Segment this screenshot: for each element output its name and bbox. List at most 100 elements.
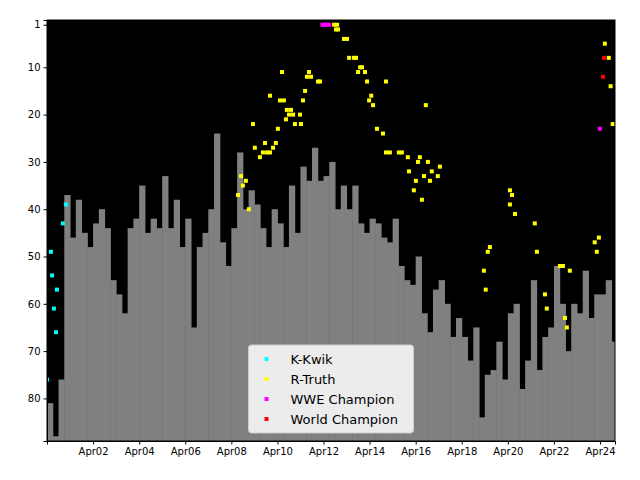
point	[611, 122, 615, 126]
y-tick: 30	[28, 157, 47, 168]
x-tick-mark	[370, 441, 371, 445]
point	[61, 221, 65, 225]
point	[49, 250, 53, 254]
x-axis: Apr02Apr04Apr06Apr08Apr10Apr12Apr14Apr16…	[48, 441, 616, 457]
bar	[606, 280, 612, 441]
point	[371, 103, 375, 107]
point	[280, 70, 284, 74]
point	[488, 245, 492, 249]
x-tick: Apr02	[79, 441, 109, 457]
y-tick-label: 60	[28, 299, 41, 310]
legend-marker	[265, 377, 269, 381]
y-tick-mark	[44, 351, 48, 352]
bar	[156, 228, 162, 441]
bar	[226, 266, 232, 441]
point	[406, 155, 410, 159]
point	[369, 94, 373, 98]
point	[271, 146, 275, 150]
point	[430, 169, 434, 173]
x-tick-mark	[93, 441, 94, 445]
x-tick-mark	[462, 441, 463, 445]
bar	[433, 290, 439, 441]
x-tick: Apr22	[539, 441, 569, 457]
bar	[571, 304, 577, 441]
point	[535, 250, 539, 254]
point	[510, 193, 514, 197]
y-tick: 10	[28, 62, 47, 73]
bar	[514, 304, 520, 441]
point	[50, 273, 54, 277]
x-tick: Apr16	[401, 441, 431, 457]
point	[363, 70, 367, 74]
legend-box	[249, 345, 414, 433]
bar	[208, 209, 214, 441]
point	[268, 94, 272, 98]
point	[418, 155, 422, 159]
point	[384, 150, 388, 154]
point	[543, 292, 547, 296]
point	[595, 250, 599, 254]
x-tick: Apr08	[217, 441, 247, 457]
point	[407, 169, 411, 173]
point	[545, 307, 549, 311]
y-tick-label: 40	[28, 204, 41, 215]
point	[268, 150, 272, 154]
bar	[105, 228, 111, 441]
legend-label: R-Truth	[291, 372, 336, 387]
y-tick: 70	[28, 346, 47, 357]
y-tick-label: 30	[28, 157, 41, 168]
x-tick-mark	[508, 441, 509, 445]
x-tick-label: Apr10	[263, 446, 293, 457]
bar	[185, 219, 191, 441]
point	[356, 70, 360, 74]
point	[251, 122, 255, 126]
y-tick-mark	[44, 67, 48, 68]
points	[236, 23, 615, 330]
y-tick: 60	[28, 299, 47, 310]
bar	[203, 233, 209, 441]
y-tick: 1	[34, 19, 47, 30]
bar	[87, 247, 93, 441]
point	[278, 98, 282, 102]
bar	[93, 223, 99, 441]
point	[276, 127, 280, 131]
bar	[151, 219, 157, 441]
bar	[133, 219, 139, 441]
legend-marker	[265, 357, 269, 361]
point	[603, 42, 607, 46]
frame	[47, 20, 615, 441]
x-tick-label: Apr20	[493, 446, 523, 457]
point	[274, 141, 278, 145]
bar	[220, 242, 226, 441]
x-tick: Apr14	[355, 441, 385, 457]
bar	[554, 266, 560, 441]
point	[593, 240, 597, 244]
point	[422, 174, 426, 178]
point	[367, 98, 371, 102]
bar	[64, 195, 70, 441]
bar	[589, 318, 595, 441]
point	[55, 288, 59, 292]
point	[365, 79, 369, 83]
bar	[542, 337, 548, 441]
point	[327, 23, 331, 27]
legend-marker	[265, 417, 269, 421]
y-tick-label: 50	[28, 251, 41, 262]
bar	[128, 228, 134, 441]
bar	[214, 134, 220, 441]
point	[354, 56, 358, 60]
bar	[531, 280, 537, 441]
bar	[525, 361, 531, 441]
point	[347, 56, 351, 60]
plot-area	[47, 23, 615, 441]
point	[436, 174, 440, 178]
bar	[110, 280, 116, 441]
point	[388, 150, 392, 154]
point	[293, 122, 297, 126]
bar	[594, 294, 600, 441]
point	[289, 108, 293, 112]
point	[602, 56, 606, 60]
point	[420, 198, 424, 202]
bar	[548, 327, 554, 441]
legend-label: World Champion	[291, 412, 398, 427]
